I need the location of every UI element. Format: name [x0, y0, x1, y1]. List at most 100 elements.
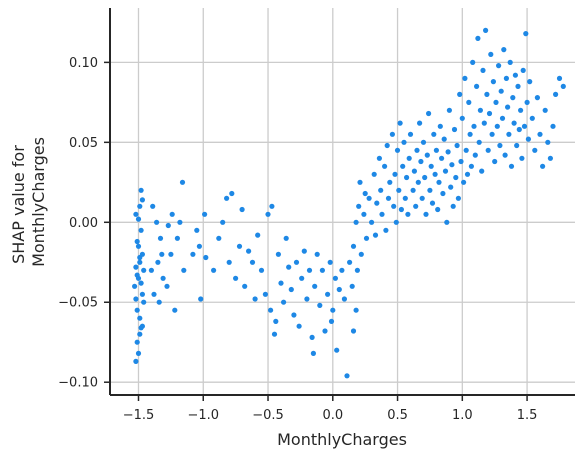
scatter-point — [480, 67, 486, 73]
scatter-point — [271, 331, 278, 337]
scatter-point — [155, 259, 161, 265]
scatter-point — [387, 179, 393, 185]
scatter-point — [275, 251, 281, 257]
scatter-point — [472, 152, 478, 158]
scatter-point — [523, 30, 529, 37]
scatter-point — [174, 235, 180, 241]
scatter-point — [262, 291, 268, 297]
scatter-point — [334, 347, 340, 353]
scatter-point — [383, 227, 389, 233]
scatter-point — [296, 323, 302, 329]
scatter-point — [516, 126, 522, 133]
x-axis-label: MonthlyCharges — [277, 430, 407, 449]
y-axis-label-line-2: MonthlyCharges — [29, 137, 48, 267]
scatter-point — [325, 291, 331, 297]
scatter-point — [134, 307, 140, 313]
scatter-point — [226, 259, 232, 265]
scatter-point — [133, 296, 139, 302]
scatter-point — [411, 168, 417, 174]
scatter-point — [398, 206, 404, 213]
scatter-point — [203, 254, 209, 261]
scatter-point — [135, 216, 142, 222]
scatter-point — [353, 219, 359, 225]
scatter-point — [134, 238, 140, 245]
scatter-point — [391, 203, 397, 209]
scatter-point — [481, 120, 487, 126]
scatter-point — [437, 123, 443, 129]
x-tick-label: −1.0 — [187, 408, 219, 423]
scatter-point — [281, 299, 287, 305]
scatter-point — [347, 259, 353, 265]
scatter-point — [410, 187, 416, 193]
scatter-point — [273, 318, 279, 324]
scatter-point — [134, 272, 140, 278]
axes — [109, 8, 575, 396]
scatter-point — [532, 147, 538, 153]
scatter-point — [165, 222, 171, 229]
x-tick-label: 1.5 — [517, 408, 538, 423]
scatter-point — [139, 291, 145, 297]
scatter-point — [301, 248, 307, 254]
scatter-point — [283, 235, 289, 241]
scatter-point — [196, 243, 202, 249]
scatter-point — [330, 307, 336, 313]
data-points — [132, 27, 566, 379]
scatter-point — [457, 91, 463, 97]
scatter-point — [490, 79, 496, 85]
scatter-point — [309, 334, 315, 340]
scatter-point — [385, 195, 392, 201]
scatter-point — [479, 168, 485, 174]
scatter-point — [451, 126, 458, 133]
scatter-point — [455, 195, 461, 201]
scatter-point — [413, 203, 419, 209]
scatter-point — [132, 283, 138, 289]
scatter-point — [488, 51, 494, 58]
scatter-point — [141, 267, 147, 273]
scatter-point — [405, 211, 411, 217]
scatter-point — [441, 136, 447, 142]
scatter-point — [494, 123, 500, 129]
scatter-point — [141, 299, 147, 305]
scatter-point — [181, 267, 187, 273]
scatter-point — [446, 107, 452, 113]
scatter-point — [525, 136, 532, 142]
scatter-point — [444, 219, 450, 225]
scatter-point — [133, 211, 139, 217]
scatter-point — [499, 115, 506, 121]
scatter-point — [420, 139, 427, 145]
scatter-point — [258, 267, 265, 273]
scatter-point — [442, 168, 449, 174]
scatter-point — [160, 275, 166, 281]
scatter-point — [426, 110, 432, 117]
scatter-point — [322, 328, 328, 334]
x-tick-label: 0.0 — [322, 408, 343, 423]
scatter-point — [139, 323, 145, 329]
scatter-point — [440, 190, 446, 197]
scatter-point — [319, 267, 325, 273]
scatter-point — [357, 179, 363, 185]
scatter-point — [233, 275, 239, 281]
scatter-point — [493, 99, 499, 105]
scatter-point — [402, 195, 408, 201]
scatter-point — [449, 162, 455, 168]
scatter-point — [268, 307, 274, 313]
scatter-point — [133, 358, 139, 364]
scatter-point — [224, 195, 230, 201]
scatter-point — [366, 195, 372, 201]
scatter-point — [419, 195, 425, 201]
scatter-point — [448, 184, 454, 190]
scatter-point — [252, 296, 258, 302]
scatter-point — [135, 350, 142, 356]
scatter-point — [269, 203, 275, 209]
x-tick-label: −1.5 — [123, 408, 155, 423]
scatter-point — [415, 179, 421, 185]
scatter-point — [550, 123, 556, 129]
scatter-point — [278, 280, 284, 286]
scatter-point — [384, 142, 390, 149]
scatter-point — [299, 275, 305, 281]
scatter-point — [422, 174, 428, 181]
scatter-point — [376, 155, 382, 161]
scatter-point — [514, 142, 520, 149]
scatter-point — [397, 120, 403, 126]
scatter-point — [198, 296, 204, 302]
